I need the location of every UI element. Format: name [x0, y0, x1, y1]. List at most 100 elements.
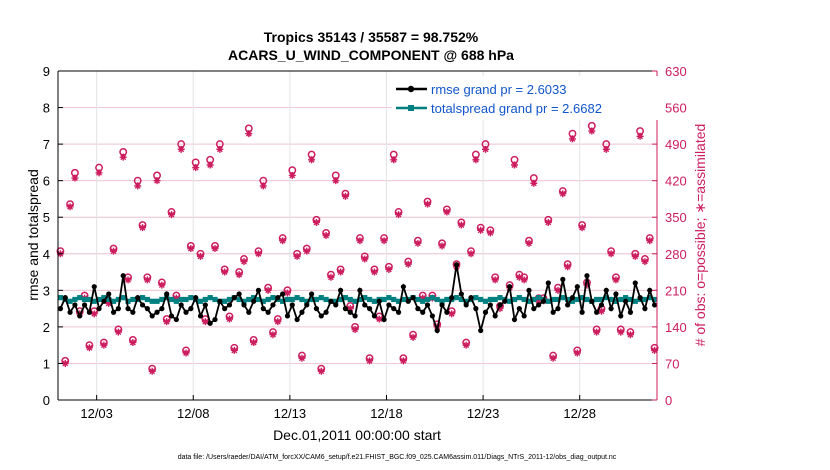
- assimilated-obs-point: [298, 354, 306, 362]
- rmse-point: [280, 291, 286, 297]
- y-left-tick-label: 0: [43, 393, 50, 408]
- rmse-point: [91, 284, 97, 290]
- assimilated-obs-point: [419, 294, 427, 302]
- spread-point: [492, 296, 498, 303]
- rmse-point: [608, 306, 614, 312]
- rmse-point: [222, 306, 228, 312]
- spread-point: [651, 296, 658, 303]
- assimilated-obs-point: [375, 315, 383, 323]
- assimilated-obs-point: [274, 318, 282, 326]
- spread-point: [536, 295, 542, 301]
- spread-point: [584, 296, 590, 303]
- assimilated-obs-point: [308, 156, 316, 164]
- rmse-point: [434, 327, 440, 334]
- rmse-point: [386, 302, 392, 308]
- axes-layer: 0 1 2 3 4 5 6 7 8 9 0 70 140 210 280 350 420 490 560 630 12/…: [43, 64, 687, 421]
- rmse-point: [429, 313, 435, 319]
- assimilated-obs-point: [370, 268, 378, 276]
- spread-point: [632, 298, 638, 304]
- series-layer: [57, 262, 658, 335]
- assimilated-obs-point: [559, 190, 567, 198]
- y-left-tick-label: 5: [43, 210, 50, 225]
- assimilated-obs-point: [351, 326, 359, 333]
- assimilated-obs-point: [337, 268, 345, 276]
- spread-point: [560, 295, 566, 301]
- assimilated-obs-point: [564, 263, 572, 271]
- assimilated-obs-point: [457, 221, 465, 229]
- rmse-point: [502, 298, 508, 304]
- assimilated-obs-point: [366, 357, 374, 365]
- assimilated-obs-point: [597, 307, 605, 315]
- rmse-point: [395, 309, 402, 315]
- legend-spread-marker: [408, 105, 414, 111]
- assimilated-obs-point: [612, 276, 620, 284]
- spread-point: [91, 298, 97, 304]
- rmse-point: [135, 295, 141, 301]
- spread-point: [280, 298, 286, 304]
- assimilated-obs-point: [626, 331, 634, 339]
- y-right-tick-label: 420: [665, 174, 687, 189]
- assimilated-obs-point: [525, 239, 533, 247]
- spread-point: [352, 298, 358, 304]
- spread-point: [608, 296, 614, 303]
- assimilated-obs-point: [168, 211, 176, 219]
- assimilated-obs-point: [424, 200, 432, 208]
- spread-point: [309, 296, 315, 303]
- y-left-tick-label: 7: [43, 137, 50, 152]
- spread-point: [497, 295, 503, 301]
- x-tick-label: 12/28: [563, 406, 596, 421]
- rmse-point: [289, 302, 295, 308]
- spread-point: [96, 296, 102, 303]
- rmse-point: [125, 306, 131, 312]
- rmse-point: [154, 309, 160, 315]
- x-tick-label: 12/18: [370, 406, 403, 421]
- spread-point: [173, 298, 179, 304]
- spread-point: [241, 298, 247, 304]
- assimilated-obs-point: [187, 245, 195, 253]
- spread-point: [482, 298, 489, 304]
- assimilated-obs-point: [438, 242, 446, 250]
- assimilated-obs-point: [177, 145, 185, 153]
- y-right-tick-label: 490: [665, 137, 687, 152]
- spread-point: [381, 296, 387, 303]
- rmse-point: [115, 306, 121, 312]
- spread-point: [526, 298, 532, 304]
- rmse-point: [251, 298, 257, 304]
- assimilated-obs-point: [269, 331, 277, 339]
- assimilated-obs-point: [100, 341, 108, 349]
- spread-point: [77, 295, 83, 301]
- chart-title-line1: Tropics 35143 / 35587 = 98.752%: [264, 29, 479, 45]
- rmse-point: [86, 309, 92, 315]
- assimilated-obs-point: [216, 145, 224, 153]
- assimilated-obs-point: [279, 237, 287, 245]
- assimilated-obs-point: [153, 177, 161, 185]
- spread-point: [115, 296, 121, 303]
- spread-point: [159, 296, 165, 303]
- y-right-tick-label: 630: [665, 64, 687, 79]
- rmse-point: [72, 302, 78, 308]
- assimilated-obs-point: [105, 299, 113, 307]
- y-left-tick-label: 2: [43, 320, 50, 335]
- rmse-point: [333, 302, 339, 308]
- assimilated-obs-point: [95, 169, 103, 177]
- rmse-point: [309, 291, 315, 297]
- assimilated-obs-point: [225, 315, 233, 323]
- rmse-point: [357, 287, 363, 293]
- rmse-point: [623, 298, 629, 304]
- assimilated-obs-point: [588, 127, 596, 135]
- rmse-point: [569, 295, 576, 301]
- assimilated-obs-point: [250, 339, 258, 347]
- spread-point: [545, 298, 551, 304]
- y-left-tick-label: 4: [43, 247, 50, 262]
- spread-point: [357, 296, 363, 303]
- assimilated-obs-point: [617, 328, 625, 336]
- assimilated-obs-point: [554, 286, 562, 294]
- rmse-point: [299, 309, 305, 315]
- legend-box: [392, 76, 658, 120]
- assimilated-obs-point: [303, 247, 311, 255]
- rmse-series-line: [59, 264, 656, 335]
- rmse-point: [106, 291, 112, 297]
- y-axis-left-label: rmse and totalspread: [25, 169, 41, 301]
- rmse-point: [376, 298, 382, 304]
